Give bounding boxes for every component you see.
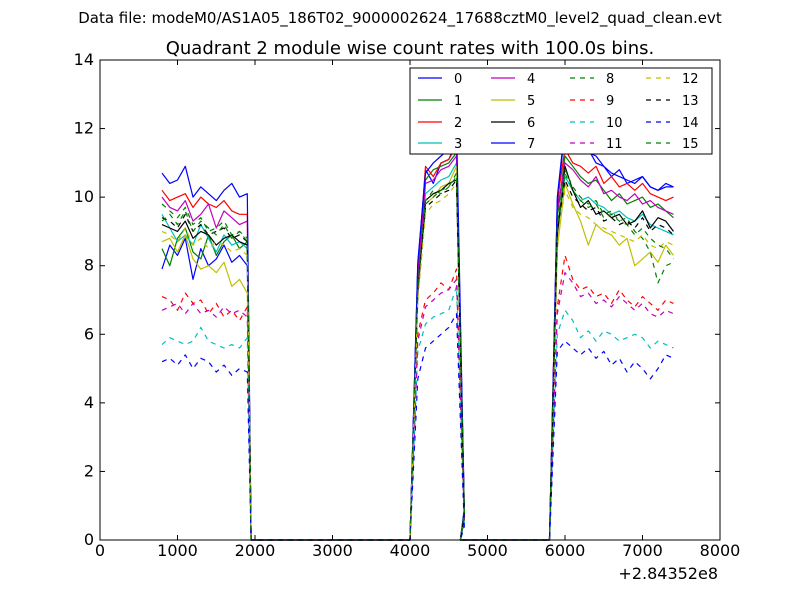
series-13-line — [161, 179, 674, 541]
series-10-line — [161, 285, 674, 541]
x-offset-label: +2.84352e8 — [618, 564, 718, 583]
legend-label-14: 14 — [682, 116, 699, 131]
chart-suptitle: Data file: modeM0/AS1A05_186T02_90000026… — [78, 9, 722, 28]
y-tick-label: 4 — [84, 393, 94, 412]
y-tick-label: 10 — [74, 187, 94, 206]
x-tick-label: 1000 — [157, 541, 198, 560]
legend-label-11: 11 — [606, 137, 623, 152]
series-8-line — [161, 169, 674, 541]
series-11-line — [161, 272, 674, 541]
x-tick-label: 5000 — [467, 541, 508, 560]
legend-label-2: 2 — [454, 116, 462, 131]
y-tick-label: 0 — [84, 530, 94, 549]
x-tick-label: 2000 — [235, 541, 276, 560]
series-9-line — [161, 254, 674, 541]
legend-label-15: 15 — [682, 137, 699, 152]
legend-label-5: 5 — [527, 94, 535, 109]
legend-label-0: 0 — [454, 72, 462, 87]
legend-label-1: 1 — [454, 94, 462, 109]
legend-label-13: 13 — [682, 94, 699, 109]
legend-label-4: 4 — [527, 72, 535, 87]
legend-label-9: 9 — [606, 94, 614, 109]
legend-label-6: 6 — [527, 116, 535, 131]
y-tick-label: 2 — [84, 461, 94, 480]
y-tick-label: 6 — [84, 324, 94, 343]
chart-title: Quadrant 2 module wise count rates with … — [166, 38, 655, 59]
legend-label-7: 7 — [527, 137, 535, 152]
legend-frame — [409, 67, 713, 155]
series-5-line — [161, 165, 674, 541]
series-4-line — [161, 155, 674, 541]
series-14-line — [161, 313, 674, 541]
x-tick-label: 4000 — [390, 541, 431, 560]
legend-label-8: 8 — [606, 72, 614, 87]
x-tick-label: 0 — [95, 541, 105, 560]
y-tick-label: 8 — [84, 256, 94, 275]
x-axis: 0 1000 2000 3000 4000 5000 6000 7000 8000 — [95, 60, 740, 560]
x-tick-label: 8000 — [700, 541, 741, 560]
x-tick-label: 3000 — [312, 541, 353, 560]
y-tick-label: 14 — [74, 50, 94, 69]
x-tick-label: 7000 — [622, 541, 663, 560]
legend-label-10: 10 — [606, 116, 623, 131]
legend-label-12: 12 — [682, 72, 699, 87]
legend-label-3: 3 — [454, 137, 462, 152]
series-12-line — [161, 182, 674, 541]
plot-series-group — [161, 124, 674, 541]
y-tick-label: 12 — [74, 119, 94, 138]
x-tick-label: 6000 — [545, 541, 586, 560]
